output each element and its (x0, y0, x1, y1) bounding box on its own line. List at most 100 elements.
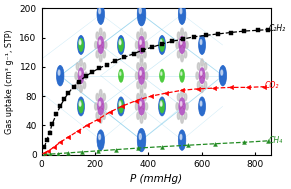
Circle shape (143, 32, 146, 39)
Circle shape (137, 51, 139, 58)
Text: CO₂: CO₂ (265, 81, 279, 90)
Circle shape (97, 36, 104, 54)
Circle shape (120, 41, 121, 45)
Circle shape (100, 90, 102, 97)
Circle shape (219, 65, 227, 86)
Circle shape (186, 41, 188, 49)
Circle shape (119, 69, 123, 82)
Circle shape (160, 40, 162, 44)
Circle shape (160, 100, 164, 113)
Circle shape (143, 51, 146, 58)
Circle shape (161, 41, 162, 45)
Circle shape (119, 40, 121, 44)
Circle shape (80, 59, 82, 66)
Circle shape (137, 81, 139, 89)
Circle shape (75, 72, 77, 79)
Circle shape (83, 81, 86, 89)
Circle shape (143, 63, 146, 70)
Circle shape (197, 81, 200, 89)
Circle shape (199, 68, 205, 84)
Circle shape (140, 116, 143, 123)
Circle shape (180, 9, 182, 14)
Circle shape (118, 36, 125, 54)
Circle shape (120, 103, 121, 106)
Circle shape (95, 41, 97, 49)
Circle shape (79, 38, 84, 52)
Circle shape (80, 103, 81, 106)
Circle shape (99, 134, 100, 139)
Circle shape (176, 103, 179, 110)
Circle shape (221, 70, 223, 75)
Circle shape (118, 97, 125, 116)
Circle shape (140, 54, 143, 62)
Circle shape (200, 71, 202, 75)
Circle shape (96, 93, 99, 101)
Circle shape (79, 40, 81, 44)
Circle shape (181, 116, 183, 123)
Circle shape (96, 32, 99, 39)
Circle shape (161, 72, 162, 75)
Circle shape (184, 93, 187, 101)
Circle shape (138, 36, 145, 54)
Circle shape (135, 41, 138, 49)
Circle shape (79, 100, 84, 113)
Circle shape (119, 100, 123, 113)
Circle shape (179, 36, 185, 54)
Circle shape (120, 72, 121, 75)
Circle shape (198, 36, 205, 54)
Circle shape (76, 81, 79, 89)
Circle shape (181, 28, 183, 36)
Circle shape (103, 32, 105, 39)
Circle shape (181, 54, 183, 62)
Circle shape (79, 71, 81, 75)
Circle shape (56, 65, 64, 86)
Circle shape (96, 51, 99, 58)
Circle shape (58, 70, 60, 75)
Circle shape (137, 63, 139, 70)
Circle shape (159, 97, 166, 116)
Circle shape (184, 32, 187, 39)
Circle shape (204, 81, 207, 89)
Circle shape (197, 63, 200, 70)
Circle shape (103, 112, 105, 119)
Circle shape (99, 102, 101, 106)
Circle shape (79, 101, 81, 106)
Circle shape (184, 51, 187, 58)
Circle shape (201, 59, 203, 66)
Text: CH₄: CH₄ (269, 136, 283, 145)
Circle shape (181, 72, 182, 75)
Circle shape (178, 4, 186, 24)
Circle shape (201, 85, 203, 93)
Circle shape (104, 41, 107, 49)
Circle shape (100, 54, 102, 62)
Circle shape (80, 41, 81, 45)
Circle shape (200, 101, 202, 106)
Circle shape (77, 97, 84, 116)
Circle shape (99, 40, 101, 45)
Circle shape (200, 40, 202, 44)
Circle shape (138, 67, 145, 84)
Circle shape (104, 103, 107, 110)
Circle shape (140, 90, 143, 97)
Circle shape (143, 112, 146, 119)
Circle shape (103, 93, 105, 101)
Circle shape (140, 85, 143, 93)
Circle shape (160, 38, 164, 52)
Circle shape (178, 130, 186, 150)
Circle shape (145, 103, 148, 110)
Circle shape (95, 103, 97, 110)
Circle shape (177, 51, 180, 58)
Circle shape (139, 8, 141, 14)
Circle shape (184, 112, 187, 119)
Circle shape (180, 134, 182, 139)
Circle shape (179, 98, 185, 115)
Circle shape (177, 93, 180, 101)
Circle shape (140, 71, 141, 75)
Circle shape (140, 59, 143, 66)
Circle shape (177, 32, 180, 39)
Circle shape (100, 116, 102, 123)
Circle shape (137, 112, 139, 119)
Circle shape (103, 51, 105, 58)
Circle shape (99, 9, 100, 14)
Circle shape (137, 2, 146, 26)
